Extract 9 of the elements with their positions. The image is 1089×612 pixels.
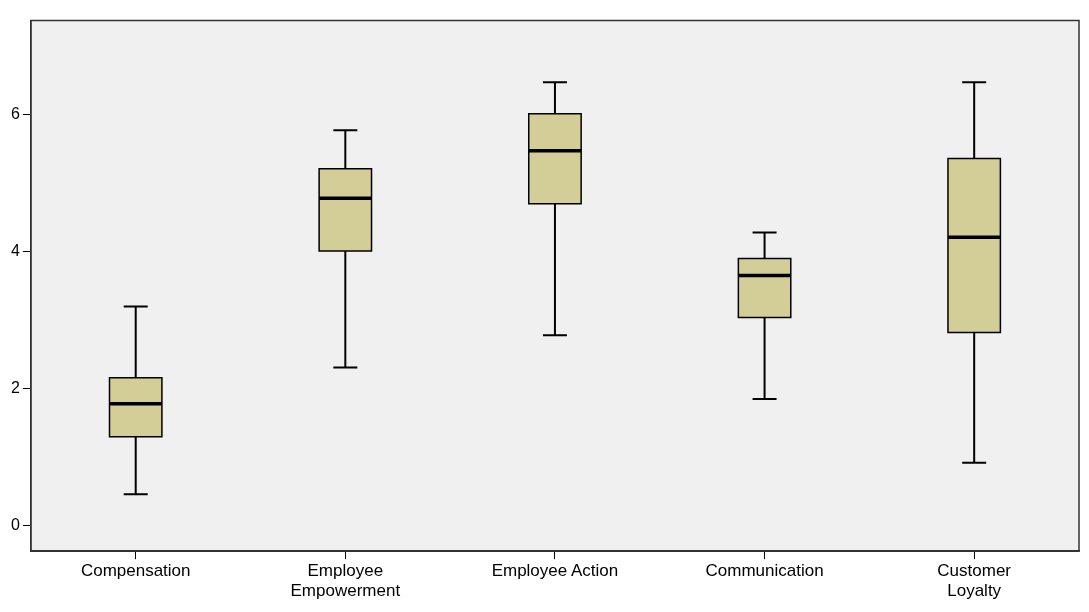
- y-tick-label: 0: [10, 516, 20, 534]
- x-tick-label: Employee Empowerment: [290, 561, 401, 601]
- x-tick-label: Communication: [705, 561, 824, 581]
- y-tick-label: 4: [10, 242, 20, 260]
- x-tick-label: Customer Loyalty: [937, 561, 1012, 601]
- x-tick-label: Employee Action: [491, 561, 619, 581]
- y-tick-label: 2: [10, 379, 20, 397]
- y-tick-label: 6: [10, 104, 20, 122]
- x-tick-label: Compensation: [80, 561, 191, 581]
